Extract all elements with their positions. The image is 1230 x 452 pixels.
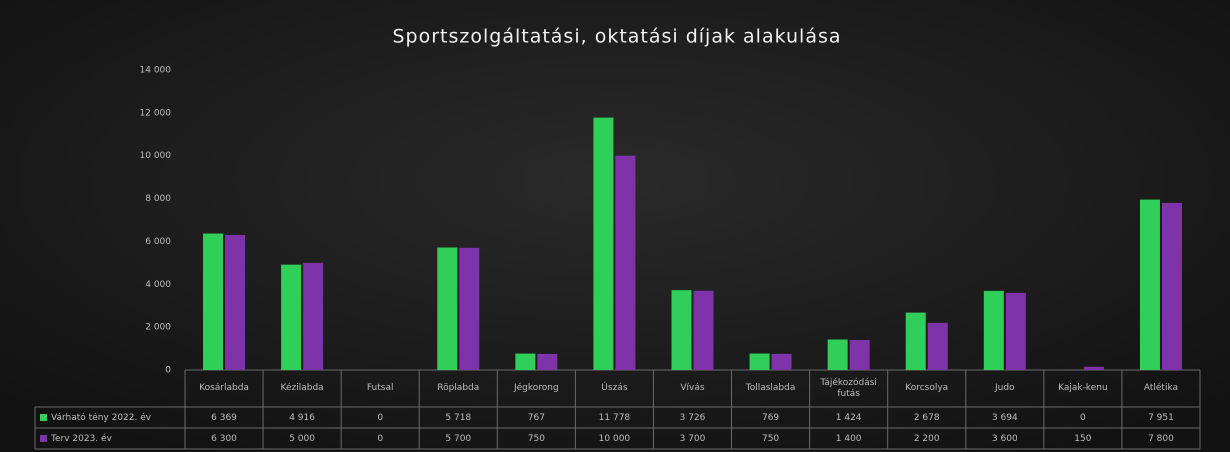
bar: [927, 322, 948, 370]
data-label: 5 700: [445, 434, 471, 444]
x-tick-label-box: Vívás: [680, 383, 705, 394]
legend-label: Terv 2023. év: [50, 433, 113, 444]
x-tick-label: Atlétika: [1143, 383, 1179, 394]
x-tick-label-box: Judo: [995, 383, 1015, 394]
bar: [1005, 292, 1026, 370]
bar: [203, 233, 224, 370]
x-tick-label-box: Kosárlabda: [199, 383, 249, 394]
bar: [1139, 199, 1160, 370]
legend-label: Várható tény 2022. év: [51, 412, 152, 423]
bar: [515, 353, 536, 370]
bar: [537, 353, 558, 370]
y-tick-label: 12 000: [140, 108, 172, 118]
bar: [771, 353, 792, 370]
legend-swatch: [40, 435, 47, 442]
data-label: 0: [377, 434, 383, 444]
x-tick-label-box: Atlétika: [1143, 383, 1179, 394]
x-tick-label-box: Úszás: [601, 383, 628, 394]
y-tick-label: 10 000: [140, 151, 172, 161]
bar: [303, 262, 324, 370]
data-label: 150: [1074, 434, 1091, 444]
y-tick-label: 6 000: [145, 237, 171, 247]
bar: [827, 339, 848, 370]
x-tick-label-box: Röplabda: [437, 383, 480, 394]
x-tick-label: Kosárlabda: [199, 383, 249, 394]
x-tick-label: Tájékozódási futás: [820, 377, 877, 399]
x-tick-label: Kézilabda: [280, 383, 324, 394]
data-label: 1 400: [836, 434, 862, 444]
y-tick-label: 0: [165, 366, 171, 376]
x-tick-label: Vívás: [680, 383, 705, 394]
bar: [749, 353, 770, 370]
bar: [281, 264, 302, 370]
bar: [849, 340, 870, 370]
data-label: 6 369: [211, 413, 237, 423]
x-tick-label-box: Futsal: [366, 383, 394, 394]
x-tick-label: Úszás: [601, 383, 628, 394]
bar: [671, 290, 692, 370]
data-label: 767: [528, 413, 545, 423]
bar: [693, 290, 714, 370]
data-label: 769: [762, 413, 779, 423]
bar: [593, 117, 614, 370]
x-tick-label: Futsal: [366, 383, 394, 394]
x-tick-label: Jégkorong: [513, 383, 559, 394]
x-tick-label-box: Kajak-kenu: [1058, 383, 1108, 394]
data-label: 0: [1080, 413, 1086, 423]
bar: [225, 235, 246, 370]
data-label: 3 726: [680, 413, 706, 423]
data-label: 5 718: [445, 413, 471, 423]
x-tick-label-box: Korcsolya: [905, 383, 949, 394]
y-tick-label: 2 000: [145, 323, 171, 333]
bar: [983, 290, 1004, 370]
x-tick-label-box: Tollaslabda: [745, 383, 796, 394]
bar: [1083, 366, 1104, 370]
data-label: 1 424: [836, 413, 862, 423]
y-tick-label: 14 000: [140, 66, 172, 76]
bar: [615, 155, 636, 370]
data-label: 3 700: [680, 434, 706, 444]
data-label: 750: [762, 434, 779, 444]
bar: [905, 312, 926, 370]
data-label: 4 916: [289, 413, 315, 423]
bar: [437, 247, 458, 370]
data-label: 750: [528, 434, 545, 444]
data-label: 10 000: [599, 434, 631, 444]
data-label: 6 300: [211, 434, 237, 444]
y-tick-label: 4 000: [145, 280, 171, 290]
y-tick-label: 8 000: [145, 194, 171, 204]
data-label: 11 778: [599, 413, 631, 423]
data-label: 7 800: [1148, 434, 1174, 444]
data-label: 3 694: [992, 413, 1018, 423]
data-label: 2 678: [914, 413, 940, 423]
bar: [459, 247, 480, 370]
x-tick-label-box: Jégkorong: [513, 383, 559, 394]
x-tick-label: Kajak-kenu: [1058, 383, 1108, 394]
x-tick-label-box: Kézilabda: [280, 383, 324, 394]
data-label: 3 600: [992, 434, 1018, 444]
x-tick-label: Röplabda: [437, 383, 480, 394]
x-tick-label: Korcsolya: [905, 383, 949, 394]
legend-swatch: [40, 414, 47, 421]
bar: [1161, 202, 1182, 370]
x-tick-label-box: Tájékozódási futás: [820, 377, 877, 399]
data-label: 7 951: [1148, 413, 1174, 423]
data-label: 5 000: [289, 434, 315, 444]
x-tick-label: Judo: [995, 383, 1015, 394]
chart-title: Sportszolgáltatási, oktatási díjak alaku…: [392, 26, 841, 48]
data-label: 0: [377, 413, 383, 423]
x-tick-label: Tollaslabda: [745, 383, 796, 394]
data-label: 2 200: [914, 434, 940, 444]
